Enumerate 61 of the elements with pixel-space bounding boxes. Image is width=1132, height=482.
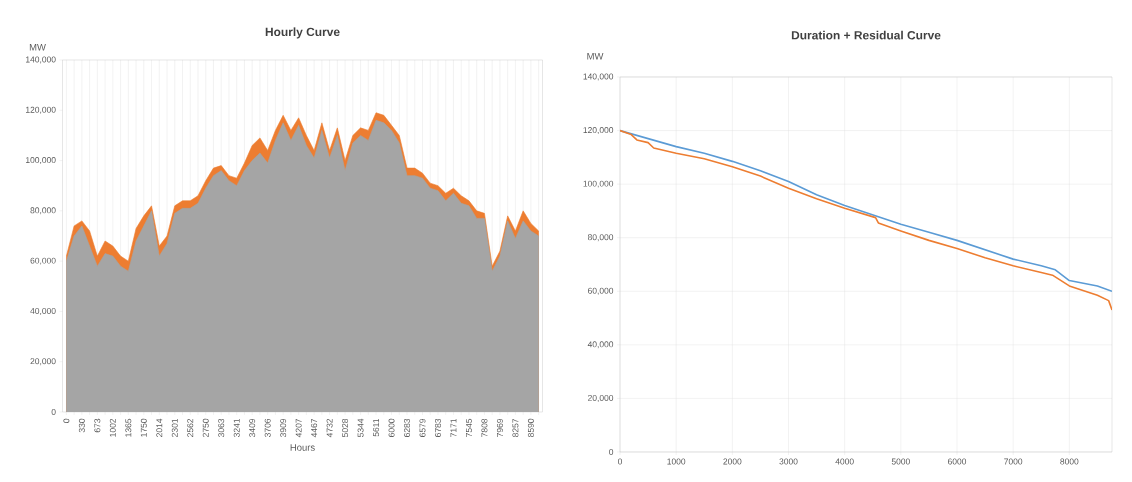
x-tick-label: 3706 [264, 418, 271, 438]
x-tick-label: 2000 [723, 458, 742, 465]
x-tick-label: 3241 [233, 418, 240, 438]
x-tick-label: 1000 [667, 458, 686, 465]
x-tick-label: 7171 [450, 418, 457, 437]
y-tick-label: 20,000 [30, 358, 56, 366]
y-axis-title: MW [29, 43, 46, 51]
x-tick-label: 3000 [779, 458, 798, 465]
x-tick-label: 6000 [948, 458, 967, 465]
y-tick-label: 140,000 [26, 56, 56, 64]
x-tick-label: 6000 [388, 418, 395, 437]
x-tick-label: 7969 [496, 418, 503, 437]
y-tick-label: 40,000 [30, 307, 56, 315]
x-tick-label: 7545 [466, 418, 472, 437]
x-tick-label: 5611 [373, 418, 380, 437]
x-tick-label: 8257 [512, 418, 519, 437]
y-axis-title: MW [587, 52, 604, 60]
y-tick-label: 140,000 [583, 73, 614, 81]
x-tick-label: 5000 [891, 458, 910, 465]
y-tick-label: 60,000 [588, 287, 614, 295]
x-tick-label: 3063 [218, 418, 225, 438]
chart-title: Duration + Residual Curve [791, 30, 941, 40]
x-tick-label: 673 [94, 418, 101, 433]
x-tick-label: 3409 [249, 418, 256, 438]
x-tick-label: 6579 [419, 418, 426, 437]
y-tick-label: 80,000 [30, 207, 56, 215]
x-tick-label: 2301 [171, 418, 178, 437]
x-tick-label: 8590 [527, 418, 534, 437]
x-tick-label: 4467 [311, 418, 318, 438]
x-tick-label: 5028 [342, 418, 349, 437]
x-tick-label: 0 [63, 418, 70, 423]
x-tick-label: 7808 [481, 418, 488, 437]
y-tick-label: 120,000 [583, 127, 614, 135]
x-tick-label: 2014 [156, 418, 163, 437]
x-tick-label: 5344 [357, 418, 364, 437]
x-tick-label: 7000 [1004, 458, 1023, 465]
x-tick-label: 1365 [125, 418, 132, 437]
x-tick-label: 3909 [280, 418, 287, 438]
x-tick-label: 1750 [140, 418, 147, 437]
x-tick-label: 330 [78, 418, 85, 433]
x-tick-label: 8000 [1060, 458, 1079, 465]
x-tick-label: 4732 [326, 418, 333, 438]
y-tick-label: 20,000 [588, 394, 614, 402]
chart-title: Hourly Curve [265, 27, 340, 39]
y-tick-label: 60,000 [30, 257, 56, 265]
x-tick-label: 4000 [835, 458, 854, 465]
y-tick-label: 80,000 [587, 234, 614, 242]
y-tick-label: 120,000 [26, 106, 56, 114]
x-tick-label: 6283 [404, 418, 411, 437]
y-tick-label: 0 [51, 408, 56, 415]
x-axis-title: Hours [290, 444, 315, 451]
x-tick-label: 2562 [187, 418, 194, 437]
y-tick-label: 0 [609, 448, 614, 455]
y-tick-label: 100,000 [583, 180, 614, 188]
x-tick-label: 1002 [109, 418, 116, 437]
y-tick-label: 100,000 [26, 157, 56, 165]
x-tick-label: 2750 [202, 418, 209, 437]
x-tick-label: 0 [617, 458, 623, 465]
x-tick-label: 4207 [295, 418, 302, 438]
x-tick-label: 6783 [435, 418, 441, 437]
y-tick-label: 40,000 [587, 341, 614, 349]
